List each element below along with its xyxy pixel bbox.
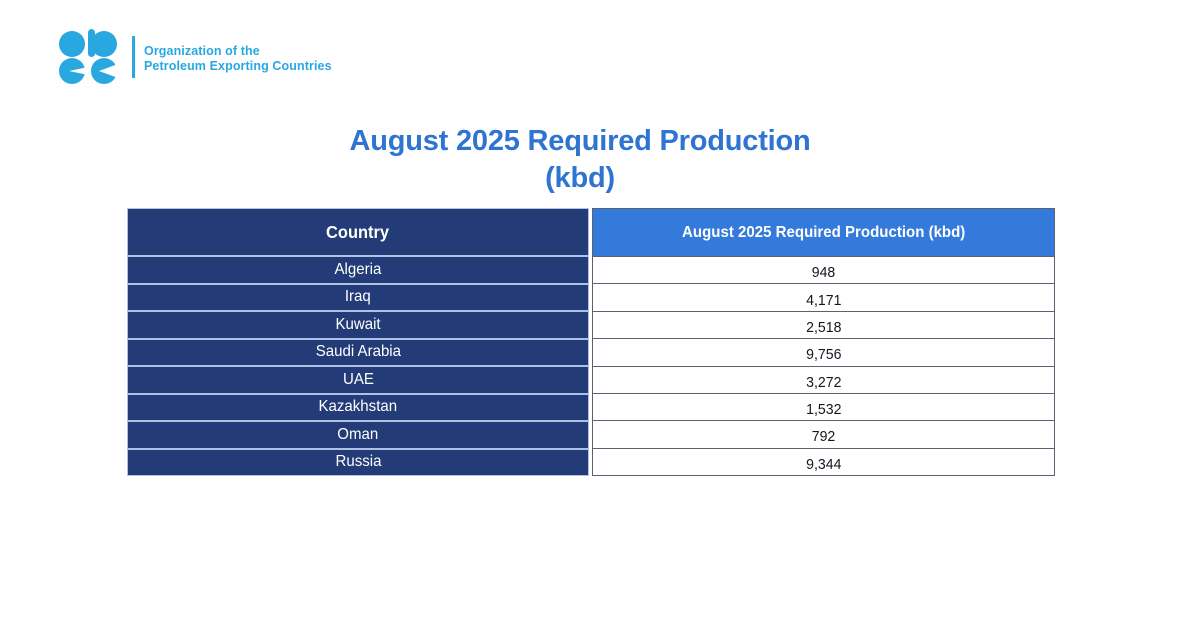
table-row-country-iraq: Iraq: [128, 282, 588, 310]
table-row-country-uae: UAE: [128, 365, 588, 393]
page-title-line2: (kbd): [545, 162, 615, 194]
table-row-value-kazakhstan: 1,532: [593, 392, 1054, 421]
brand-org-line1: Organization of the: [144, 44, 260, 58]
production-table: Country Algeria Iraq Kuwait Saudi Arabia…: [127, 208, 1055, 476]
page-title-line1: August 2025 Required Production: [349, 125, 811, 157]
brand-org-name: Organization of the Petroleum Exporting …: [144, 44, 332, 74]
table-row-value-kuwait: 2,518: [593, 310, 1054, 339]
table-row-value-iraq: 4,171: [593, 283, 1054, 311]
value-column-header: August 2025 Required Production (kbd): [593, 209, 1054, 256]
table-row-country-russia: Russia: [128, 447, 588, 475]
opec-logo-icon: [59, 29, 118, 84]
table-row-value-algeria: 948: [593, 256, 1054, 284]
table-row-value-uae: 3,272: [593, 365, 1054, 393]
value-column: August 2025 Required Production (kbd) 94…: [592, 208, 1055, 476]
table-row-country-kazakhstan: Kazakhstan: [128, 392, 588, 420]
country-column: Country Algeria Iraq Kuwait Saudi Arabia…: [127, 208, 589, 476]
table-row-country-kuwait: Kuwait: [128, 310, 588, 338]
table-row-country-algeria: Algeria: [128, 255, 588, 283]
table-row-value-saudi-arabia: 9,756: [593, 338, 1054, 366]
country-column-header: Country: [128, 209, 588, 255]
table-row-country-oman: Oman: [128, 420, 588, 448]
table-row-country-saudi-arabia: Saudi Arabia: [128, 337, 588, 365]
brand-divider: [132, 36, 135, 78]
table-row-value-oman: 792: [593, 420, 1054, 448]
brand-header: Organization of the Petroleum Exporting …: [58, 28, 332, 84]
page-title: August 2025 Required Production (kbd): [0, 123, 1160, 197]
table-row-value-russia: 9,344: [593, 447, 1054, 475]
brand-org-line2: Petroleum Exporting Countries: [144, 59, 332, 73]
